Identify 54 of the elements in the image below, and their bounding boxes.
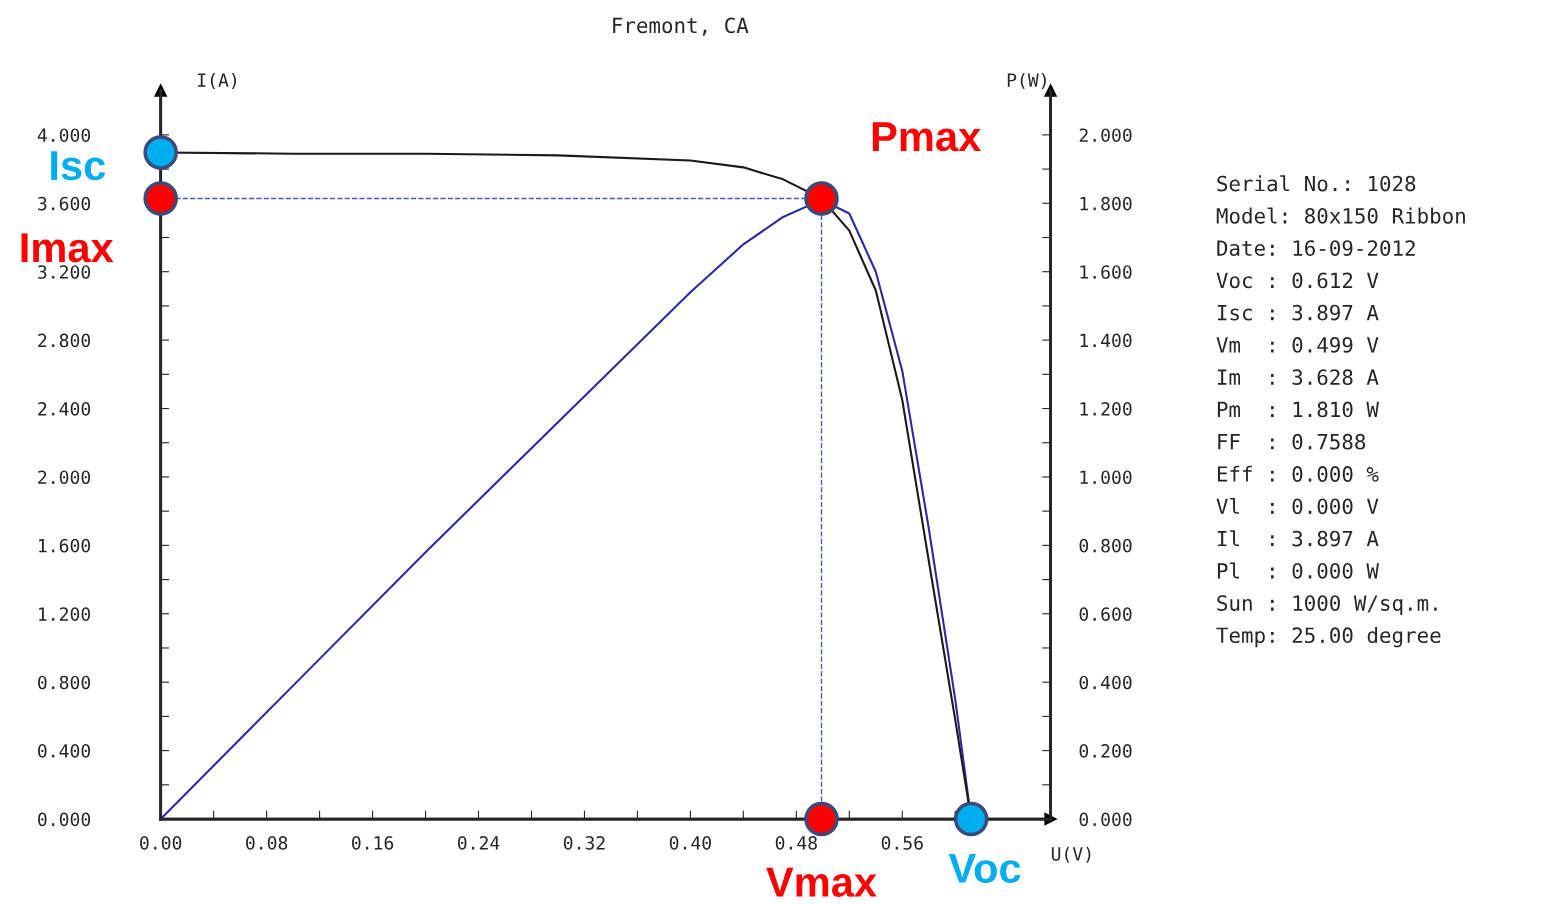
text: Vl : 0.000 V bbox=[1216, 497, 1379, 515]
x-tick-label: 0.40 bbox=[669, 836, 711, 850]
x-tick-label: 0.56 bbox=[881, 836, 923, 850]
y2-tick-label: 1.800 bbox=[1080, 196, 1132, 211]
y-tick-label: 3.600 bbox=[38, 196, 91, 211]
y2-tick-label: 2.000 bbox=[1079, 128, 1132, 143]
y2-tick-label: 0.800 bbox=[1079, 538, 1132, 553]
y-tick-label: 2.400 bbox=[38, 402, 91, 416]
text: Serial No.: 1028 bbox=[1217, 175, 1416, 192]
x-tick-label: 0.48 bbox=[775, 836, 817, 850]
text: Il : 3.897 A bbox=[1217, 530, 1379, 547]
y-tick-label: 1.600 bbox=[39, 538, 91, 553]
annotation: Voc bbox=[948, 853, 1021, 883]
y-tick-label: 2.000 bbox=[38, 470, 91, 485]
text: Eff : 0.000 % bbox=[1217, 465, 1379, 482]
y-tick-label: 2.800 bbox=[38, 333, 91, 348]
x-tick-label: 0.16 bbox=[352, 836, 394, 850]
x-tick-label: 0.24 bbox=[457, 836, 500, 850]
x-tick-label: 0.32 bbox=[563, 836, 605, 850]
y2-tick-label: 1.400 bbox=[1080, 333, 1132, 348]
text: Pm : 1.810 W bbox=[1217, 401, 1379, 418]
text: Sun : 1000 W/sq.m. bbox=[1217, 595, 1437, 615]
text: FF : 0.7588 bbox=[1218, 433, 1366, 450]
text: Vm : 0.499 V bbox=[1216, 337, 1379, 353]
text: Date: 16-09-2012 bbox=[1217, 240, 1415, 256]
y2-tick-label: 1.000 bbox=[1080, 470, 1132, 485]
annotation: Imax bbox=[21, 233, 114, 263]
x-axis-title: U(V) bbox=[1051, 846, 1091, 863]
y-axis-title: I(A) bbox=[198, 72, 236, 90]
annotation: Isc bbox=[51, 151, 106, 181]
text: Isc : 3.897 A bbox=[1217, 304, 1379, 321]
y-tick-label: 4.000 bbox=[37, 128, 91, 143]
y2-tick-label: 0.400 bbox=[1079, 675, 1132, 690]
y-tick-label: 0.800 bbox=[38, 675, 91, 690]
text: Temp: 25.00 degree bbox=[1216, 626, 1441, 648]
y-tick-label: 0.400 bbox=[38, 744, 91, 758]
y2-tick-label: 0.000 bbox=[1079, 812, 1132, 827]
x-tick-label: 0.00 bbox=[140, 836, 182, 850]
text: Model: 80x150 Ribbon bbox=[1216, 207, 1465, 224]
chart-title: Fremont, CA bbox=[613, 17, 749, 36]
y2-tick-label: 0.200 bbox=[1079, 744, 1132, 758]
annotation: Pmax bbox=[872, 122, 981, 152]
text: Im : 3.628 A bbox=[1217, 369, 1379, 386]
annotation: Vmax bbox=[766, 867, 877, 897]
y2-axis-title: P(W) bbox=[1007, 72, 1046, 90]
x-tick-label: 0.08 bbox=[246, 836, 288, 850]
y-tick-label: 0.000 bbox=[38, 812, 91, 827]
text: Pl : 0.000 W bbox=[1217, 562, 1379, 579]
y2-tick-label: 0.600 bbox=[1079, 607, 1132, 621]
y2-tick-label: 1.600 bbox=[1080, 265, 1132, 279]
text: Voc : 0.612 V bbox=[1216, 272, 1379, 289]
y-tick-label: 3.200 bbox=[38, 265, 91, 279]
y-tick-label: 1.200 bbox=[39, 607, 91, 621]
y2-tick-label: 1.200 bbox=[1080, 402, 1132, 416]
